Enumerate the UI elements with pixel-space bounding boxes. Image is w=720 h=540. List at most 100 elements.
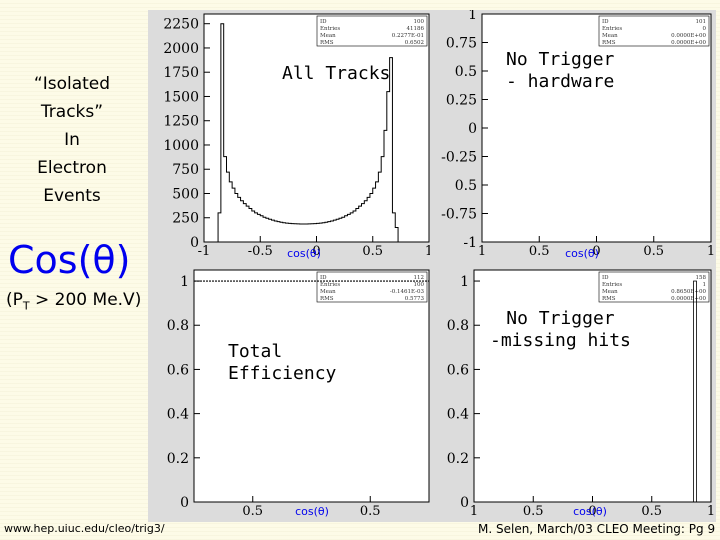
overlay-line: - hardware (506, 71, 615, 92)
y-tick-label: 0.6 (447, 362, 469, 378)
side-title-line: Events (43, 186, 101, 206)
y-tick-label: 1000 (163, 138, 199, 154)
y-tick-label: 1 (460, 274, 469, 290)
y-tick-label: 0.8 (167, 318, 189, 334)
stats-key: RMS (602, 40, 616, 46)
y-tick-label: -1 (463, 235, 477, 251)
overlay-no-trigger-missing-hits: No Trigger -missing hits (490, 308, 631, 352)
stats-value: 100 (414, 19, 425, 25)
side-title-line: Electron (37, 158, 107, 178)
y-tick-label: 0.5 (455, 64, 477, 80)
x-tick-label: 0 (592, 244, 600, 259)
overlay-total-efficiency: Total Efficiency (228, 341, 336, 385)
stats-value: 158 (696, 275, 707, 281)
plot-total-efficiency: 0 0.2 0.4 0.6 0.8 1 0.5 0.5 cos(θ) ID 112 Entries 10… (148, 266, 434, 522)
pt-cut-subscript: T (22, 299, 30, 313)
plot-frame (481, 13, 712, 243)
y-tick-label: 2000 (163, 41, 199, 57)
histogram-series (217, 23, 399, 242)
plot-frame (473, 269, 712, 503)
x-tick-label: 0.5 (362, 244, 383, 259)
stats-value: 0.8650E+00 (671, 289, 706, 295)
x-tick-label: 1 (470, 504, 478, 519)
y-tick-label: 1750 (163, 65, 199, 81)
stats-box (598, 271, 710, 303)
y-tick-label: 0.4 (167, 407, 189, 423)
stats-value: 101 (696, 19, 707, 25)
overlay-no-trigger-hardware: No Trigger - hardware (506, 49, 614, 93)
y-tick-label: 2250 (163, 17, 199, 33)
y-tick-label: 1 (180, 274, 189, 290)
overlay-all-tracks: All Tracks (282, 63, 391, 84)
variable-label: Cos(θ) (8, 238, 131, 282)
y-tick-label: 250 (172, 211, 199, 227)
y-tick-label: 0.2 (167, 451, 189, 467)
plot-frame (193, 269, 430, 503)
stats-key: Entries (320, 282, 340, 288)
x-axis-label: cos(θ) (573, 505, 607, 518)
x-tick-label: -1 (198, 244, 211, 259)
y-tick-label: 1250 (163, 114, 199, 130)
side-title-line: “Isolated (33, 74, 111, 94)
stats-key: RMS (602, 296, 616, 302)
y-tick-label: 0.25 (446, 93, 477, 109)
pt-cut-label: (PT > 200 Me.V) (6, 290, 141, 312)
stats-key: ID (320, 275, 327, 281)
stats-value: 41186 (407, 26, 425, 32)
y-tick-label: 0.2 (447, 451, 469, 467)
x-tick-label: 0.5 (529, 244, 550, 259)
y-tick-label: 0.4 (447, 407, 469, 423)
overlay-line: -missing hits (490, 330, 631, 351)
y-tick-label: 0 (180, 495, 189, 511)
y-tick-label: -0.75 (441, 207, 477, 223)
y-tick-label: 0 (468, 121, 477, 137)
stats-value: -0.1461E-03 (390, 289, 425, 295)
x-tick-label: 0.5 (643, 244, 664, 259)
histogram-spike (693, 280, 697, 503)
stats-value: 0.0000E+00 (671, 40, 706, 46)
stats-box (316, 271, 428, 303)
footer-url: www.hep.uiuc.edu/cleo/trig3/ (4, 522, 165, 535)
stats-value: 0.6502 (405, 40, 424, 46)
x-tick-label: -0.5 (248, 244, 273, 259)
x-tick-label: 0.5 (360, 504, 381, 519)
stats-key: Mean (320, 33, 336, 39)
stats-value: 0.2277E-01 (392, 33, 424, 39)
stats-key: ID (602, 19, 609, 25)
stats-value: 112 (414, 275, 425, 281)
stats-key: Mean (602, 289, 618, 295)
plot-no-trigger-missing-hits: 0 0.2 0.4 0.6 0.8 1 1 0.5 0 0.5 1 cos(θ) ID 158 Entrie… (430, 266, 716, 522)
stats-key: Entries (602, 26, 622, 32)
x-axis-label: cos(θ) (287, 247, 321, 260)
stats-value: 1 (703, 282, 707, 288)
overlay-line: No Trigger (506, 308, 615, 329)
plot-no-trigger-hardware: 10.750.50.250-0.250.5-0.75-11 0.5 0 0.5 1cos… (430, 10, 716, 267)
y-tick-label: 0.75 (446, 36, 477, 52)
stats-value: 0.5773 (405, 296, 425, 302)
stats-key: Entries (602, 282, 622, 288)
y-tick-label: 0 (460, 495, 469, 511)
x-tick-label: 1 (425, 244, 433, 259)
overlay-line: Total (228, 341, 283, 362)
stats-key: ID (320, 19, 327, 25)
stats-key: Entries (320, 26, 340, 32)
side-title: “Isolated Tracks” In Electron Events (22, 70, 122, 210)
y-tick-label: 0.5 (455, 178, 477, 194)
x-tick-label: 1 (707, 244, 715, 259)
x-axis-label: cos(θ) (295, 505, 329, 518)
y-tick-label: 0 (190, 235, 199, 251)
overlay-line: No Trigger (506, 49, 615, 70)
y-tick-label: -0.25 (441, 150, 477, 166)
stats-key: Mean (320, 289, 336, 295)
overlay-line: Efficiency (228, 363, 337, 384)
footer-credit: M. Selen, March/03 CLEO Meeting: Pg 9 (478, 522, 716, 536)
stats-key: Mean (602, 33, 618, 39)
stats-key: RMS (320, 296, 334, 302)
stats-value: 0.0000E+00 (671, 296, 706, 302)
x-tick-label: 1 (478, 244, 486, 259)
x-axis-label: cos(θ) (565, 247, 599, 260)
stats-key: ID (602, 275, 609, 281)
stats-box (598, 15, 710, 47)
y-tick-label: 0.8 (447, 318, 469, 334)
stats-value: 0 (703, 26, 707, 32)
